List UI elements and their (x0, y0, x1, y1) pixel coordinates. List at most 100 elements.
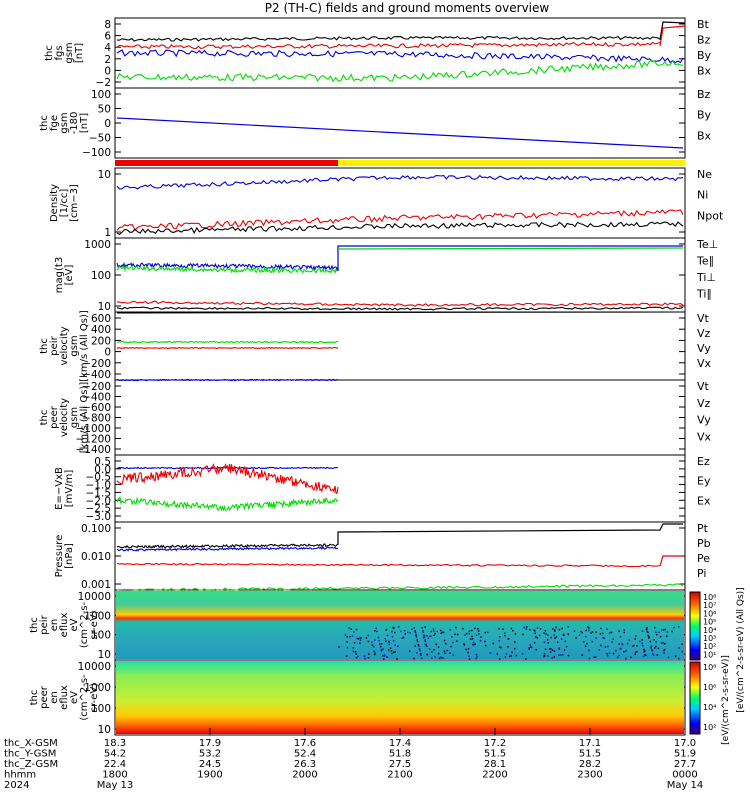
spectrogram-speck (619, 648, 621, 650)
spectrogram-speck (350, 628, 353, 630)
spectrogram-speck (636, 645, 638, 647)
spectrogram-speck (430, 630, 433, 633)
spectrogram-speck (373, 653, 376, 656)
y-tick-label: 100 (91, 703, 111, 715)
series-ti-green (337, 247, 684, 250)
spectrogram-peir (116, 591, 684, 659)
x-row-label: hhmm (4, 770, 36, 781)
spectrogram-speck (416, 652, 418, 654)
y-tick-label: 100 (91, 630, 111, 642)
spectrogram-speck (595, 656, 597, 658)
legend-density: Ni (697, 189, 708, 202)
spectrogram-speck (409, 632, 412, 634)
y-label-efield: E=−VxB [mV/m] (54, 467, 75, 510)
spectrogram-speck (444, 642, 447, 645)
spectrogram-speck (474, 627, 476, 630)
spectrogram-speck (539, 628, 542, 630)
spectrogram-speck (544, 630, 547, 632)
spectrogram-speck (643, 653, 646, 656)
y-tick-label: 10 (98, 301, 111, 313)
spectrogram-speck (433, 649, 435, 651)
spectrogram-speck (623, 631, 626, 634)
spectrogram-speck (652, 654, 655, 656)
y-label-text: peer (49, 405, 60, 429)
y-tick-label: −400 (82, 392, 111, 404)
y-label-peer_velocity: thc peer velocity gsm [km/s (All Qs)] (39, 382, 90, 454)
x-row-label: thc_X-GSM (4, 738, 58, 749)
x-tick-label-z: 26.3 (294, 759, 316, 770)
spectrogram-speck (345, 655, 348, 657)
y-label-text: eflux (59, 613, 70, 638)
y-label-text: thc (39, 410, 50, 426)
y-label-text: thc (29, 617, 40, 633)
spectrogram-speck (656, 633, 658, 636)
spectrogram-speck (600, 644, 602, 647)
spectrogram-speck (419, 649, 421, 652)
y-label-text: (cm^2-s- (79, 674, 90, 721)
spectrogram-speck (425, 643, 427, 646)
spectrogram-speck (660, 642, 663, 644)
y-tick-label: 4 (104, 42, 111, 54)
spectrogram-speck (467, 648, 470, 650)
spectrogram-speck (402, 636, 405, 639)
y-label-text: E=−VxB (54, 467, 65, 510)
y-label-text: Pressure (54, 535, 65, 578)
spectrogram-speck (586, 642, 588, 645)
y-tick-label: 6 (104, 31, 111, 43)
spectrogram-speck (452, 641, 454, 644)
y-label-text: thc (29, 690, 40, 706)
spectrogram-speck (535, 648, 538, 651)
spectrogram-speck (499, 657, 501, 660)
spectrogram-speck (551, 649, 554, 651)
x-tick-label-t: 2300 (577, 770, 602, 781)
spectrogram-speck (674, 655, 677, 658)
x-tick-label-x: 17.1 (579, 738, 601, 749)
spectrogram-speck (454, 633, 456, 636)
spectrogram-speck (646, 627, 648, 629)
spectrogram-speck (556, 641, 559, 643)
spectrogram-speck (484, 644, 487, 647)
spectrogram-speck (634, 653, 636, 656)
spectrogram-speck (643, 648, 645, 651)
y-label-text: [km/s (All Qs)] (79, 382, 90, 454)
spectrogram-speck (415, 633, 417, 636)
spectrogram-speck (442, 631, 445, 634)
spectrogram-speck (595, 631, 597, 633)
spectrogram-speck (437, 646, 440, 648)
spectrogram-speck (471, 643, 474, 646)
series-bz (116, 41, 661, 50)
spectrogram-speck (477, 630, 480, 632)
spectrogram-speck (346, 646, 349, 649)
spectrogram-speck (422, 636, 425, 639)
spectrogram-speck (463, 643, 465, 645)
x-tick-label-y: 54.2 (104, 749, 126, 760)
spectrogram-speck (500, 646, 502, 649)
spectrogram-speck (354, 651, 357, 653)
spectrogram-speck (434, 656, 436, 658)
y-label-text: peir (49, 335, 60, 355)
spectrogram-speck (355, 656, 358, 659)
spectrogram-speck (431, 651, 433, 653)
spectrogram-speck (513, 647, 516, 650)
spectrogram-speck (643, 650, 646, 652)
y-tick-label: 600 (91, 313, 111, 325)
y-label-text: peir (39, 614, 50, 634)
spectrogram-speck (359, 639, 362, 641)
spectrogram-speck (646, 628, 648, 631)
spectrogram-speck (437, 652, 440, 655)
spectrogram-speck (424, 639, 426, 641)
y-tick-label: 1000 (84, 239, 111, 251)
x-tick-label-x: 17.6 (294, 738, 316, 749)
x-tick-label-y: 52.4 (294, 749, 316, 760)
spectrogram-speck (606, 653, 608, 655)
spectrogram-speck (673, 626, 675, 629)
x-tick-label-x: 17.9 (199, 738, 221, 749)
spectrogram-speck (382, 657, 385, 660)
spectrogram-speck (475, 634, 478, 636)
x-tick-label-d: May 14 (667, 780, 704, 791)
spectrogram-speck (599, 633, 602, 635)
spectrogram-speck (469, 638, 472, 640)
spectrogram-speck (394, 651, 397, 653)
series-tepar (116, 306, 684, 311)
